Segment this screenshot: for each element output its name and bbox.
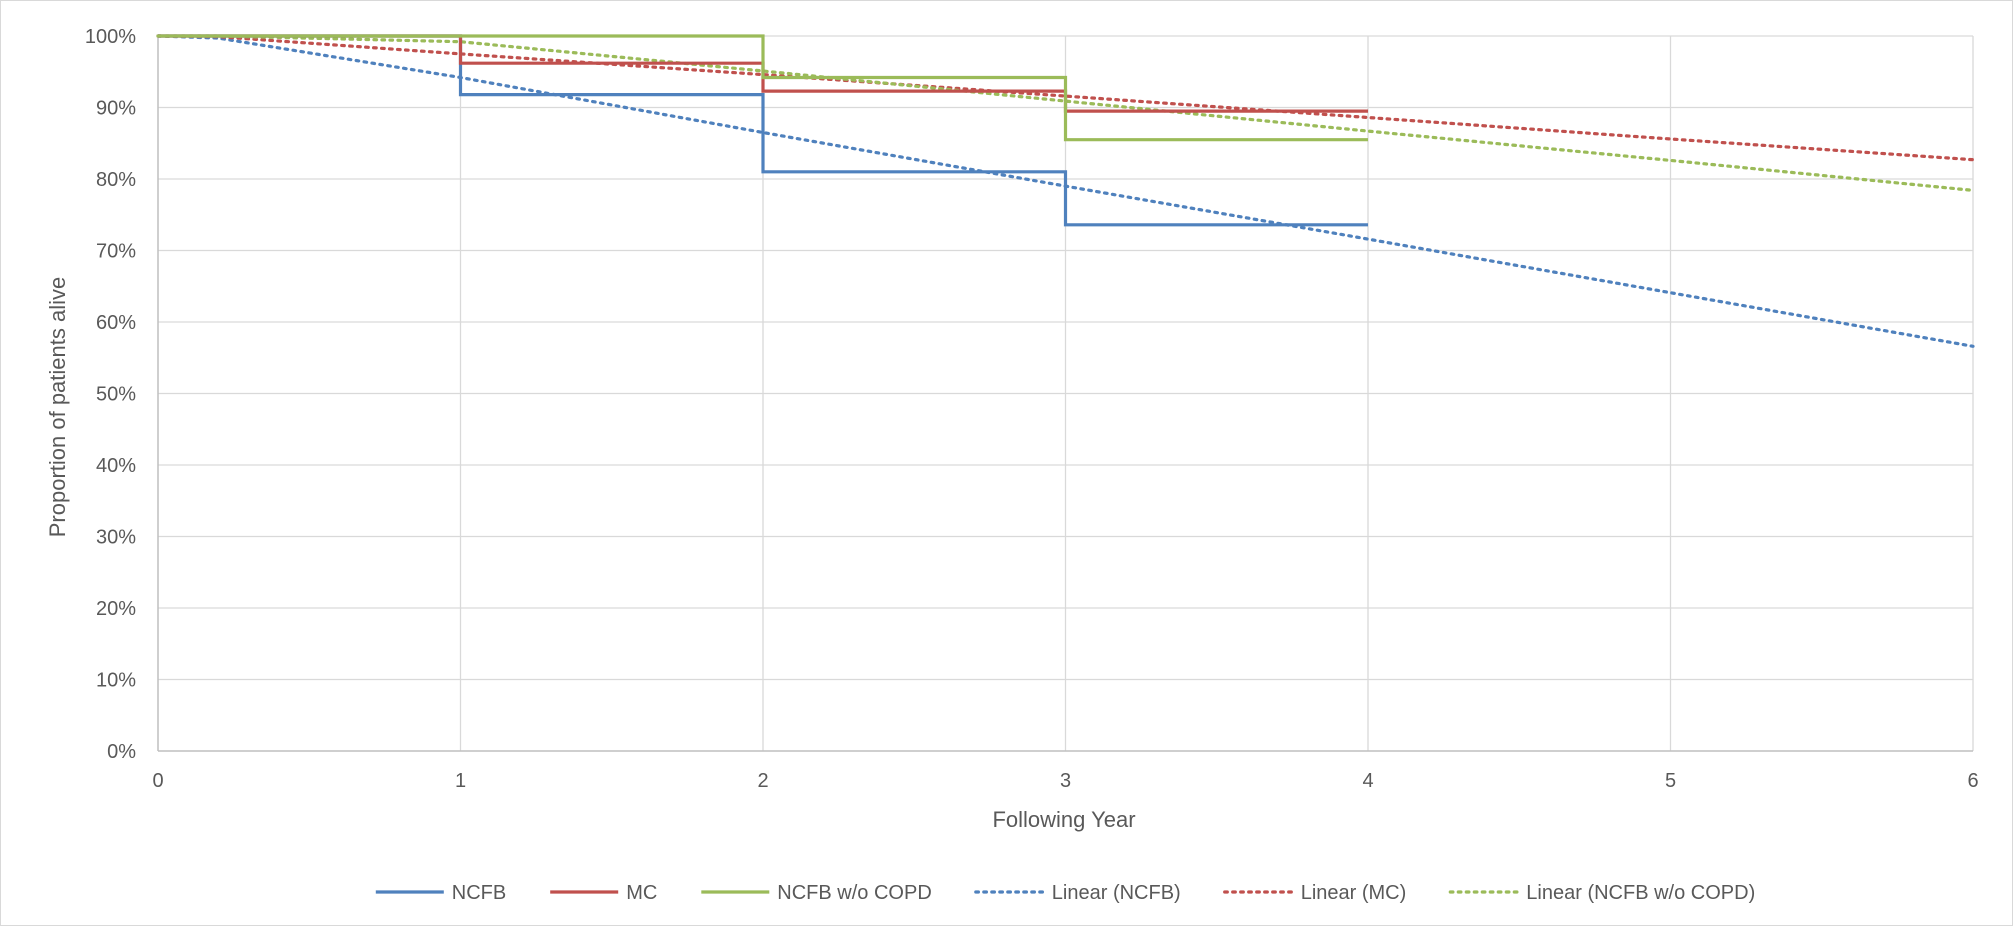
x-tick-label: 4	[1362, 770, 1373, 792]
y-axis-title: Proportion of patients alive	[45, 277, 70, 538]
tick-labels: 0% 10% 20% 30% 40% 50% 60% 70% 80% 90% 100% 0 1 2 3 4 5 6	[85, 26, 1979, 792]
x-tick-label: 1	[455, 770, 466, 792]
y-tick-label: 50%	[96, 384, 136, 406]
x-tick-label: 6	[1967, 770, 1978, 792]
y-tick-label: 10%	[96, 670, 136, 692]
x-axis-title: Following Year	[992, 807, 1135, 832]
legend-label: MC	[626, 882, 657, 904]
legend-label: NCFB	[452, 882, 506, 904]
legend-label: NCFB w/o COPD	[777, 882, 931, 904]
y-tick-label: 0%	[107, 741, 136, 763]
x-tick-label: 3	[1060, 770, 1071, 792]
y-tick-label: 90%	[96, 98, 136, 120]
y-tick-label: 20%	[96, 598, 136, 620]
legend-item-linear-ncfb-w-o-copd: Linear (NCFB w/o COPD)	[1448, 882, 1755, 904]
trend-line-linear-mc	[156, 34, 1975, 162]
x-tick-label: 5	[1665, 770, 1676, 792]
legend-label: Linear (MC)	[1301, 882, 1407, 904]
legend-item-mc: MC	[550, 882, 657, 904]
y-tick-label: 40%	[96, 455, 136, 477]
legend-item-linear-ncfb: Linear (NCFB)	[974, 882, 1181, 904]
trend-line-linear-ncfb	[156, 34, 1975, 348]
step-series	[158, 34, 1368, 227]
trend-line-linear-ncfb-w-o-copd	[156, 34, 1975, 192]
legend-item-ncfb-w-o-copd: NCFB w/o COPD	[701, 882, 932, 904]
legend-item-ncfb: NCFB	[375, 882, 506, 904]
step-line-ncfb-w-o-copd	[158, 34, 1368, 142]
y-tick-label: 70%	[96, 241, 136, 263]
x-tick-label: 0	[152, 770, 163, 792]
x-tick-label: 2	[757, 770, 768, 792]
trend-lines	[156, 34, 1975, 348]
legend: NCFB MC NCFB w/o COPD Linear (NCFB) Linear (…	[375, 882, 1755, 904]
legend-item-linear-mc: Linear (MC)	[1223, 882, 1407, 904]
legend-label: Linear (NCFB w/o COPD)	[1526, 882, 1755, 904]
y-tick-label: 60%	[96, 312, 136, 334]
legend-label: Linear (NCFB)	[1052, 882, 1181, 904]
gridlines	[158, 35, 1974, 751]
axes	[157, 36, 1973, 752]
y-tick-label: 100%	[85, 26, 136, 48]
y-tick-label: 80%	[96, 169, 136, 191]
y-tick-label: 30%	[96, 527, 136, 549]
